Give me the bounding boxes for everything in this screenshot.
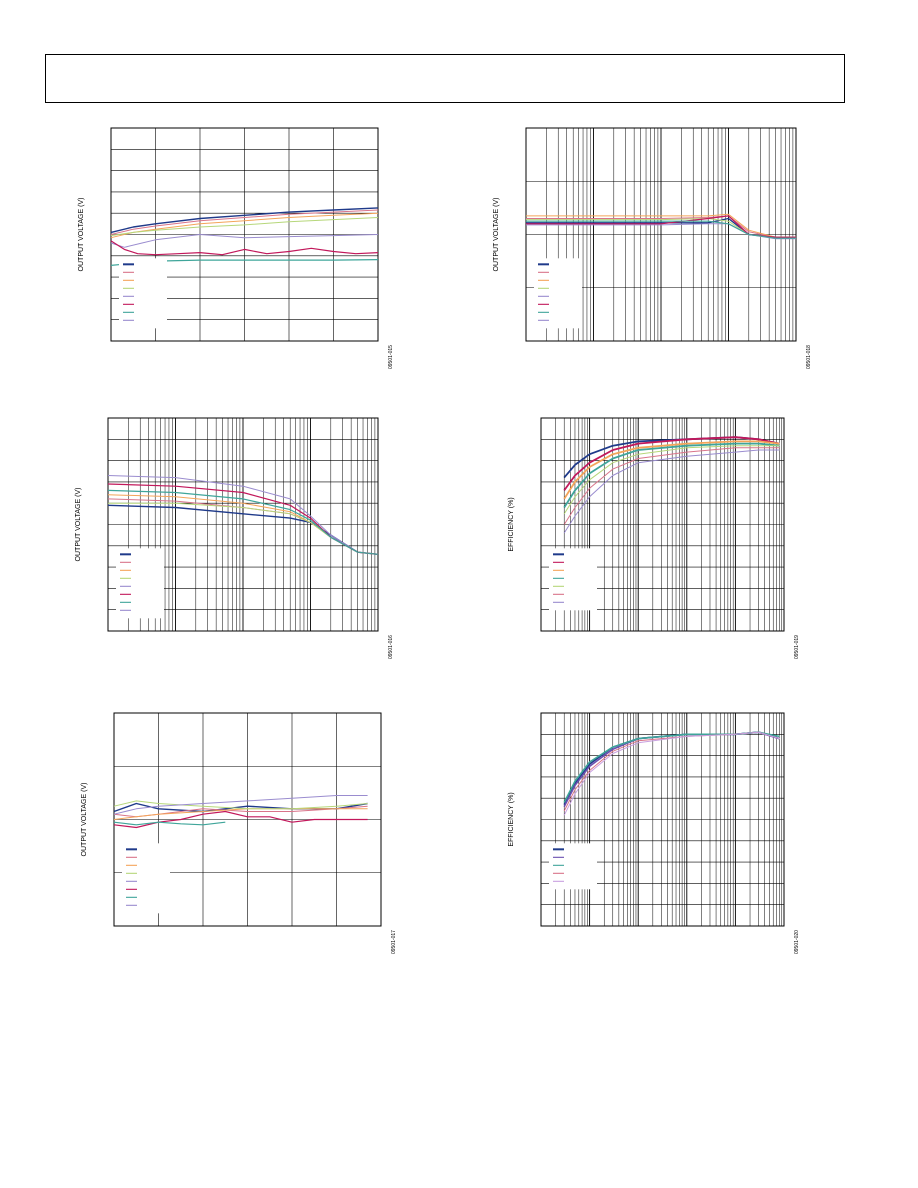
legend (116, 548, 164, 619)
series-line-6 (563, 447, 780, 525)
series-line-6 (526, 215, 796, 238)
figure-id: 09501-018 (806, 345, 812, 369)
series-line-2 (110, 209, 379, 235)
series-line-6 (110, 240, 379, 256)
series-line-3 (526, 213, 796, 238)
series-line-3 (113, 808, 368, 820)
figure-id: 09501-015 (388, 345, 394, 369)
y-axis-label: OUTPUT VOLTAGE (V) (81, 783, 88, 857)
legend-background (116, 548, 164, 619)
chart-output-voltage-3: OUTPUT VOLTAGE (V) 09501-017 (81, 712, 397, 954)
figure-id: 09501-016 (388, 635, 394, 659)
series-line-7 (107, 489, 379, 555)
legend-background (122, 843, 170, 914)
figure-id: 09501-019 (794, 635, 800, 659)
series-line-7 (526, 220, 796, 239)
legend (549, 548, 597, 611)
chart-output-voltage-2: OUTPUT VOLTAGE (V) 09501-016 (75, 417, 394, 659)
y-axis-label: EFFICIENCY (%) (508, 497, 515, 551)
series-line-7 (563, 449, 780, 534)
legend (549, 843, 597, 890)
chart-efficiency-2: EFFICIENCY (%) 09501-020 (508, 712, 800, 954)
series-line-7 (113, 821, 226, 826)
page-header-box (45, 54, 845, 103)
figure-id: 09501-017 (391, 930, 397, 954)
chart-output-voltage-1: OUTPUT VOLTAGE (V) 09501-015 (78, 127, 394, 369)
series-line-5 (563, 445, 780, 515)
series-line-4 (110, 217, 379, 237)
series-line-1 (110, 207, 379, 234)
chart-output-voltage-4: OUTPUT VOLTAGE (V) 09501-018 (493, 127, 812, 369)
series-line-4 (563, 442, 780, 508)
series-line-5 (110, 234, 379, 248)
y-axis-label: OUTPUT VOLTAGE (V) (493, 198, 500, 272)
series-line-5 (113, 795, 368, 815)
figure-id: 09501-020 (794, 930, 800, 954)
legend-background (549, 548, 597, 611)
series-line-2 (563, 436, 780, 491)
series-line-5 (563, 731, 780, 816)
legend-background (119, 258, 167, 329)
legend (534, 258, 582, 329)
legend (119, 258, 167, 329)
chart-efficiency-1: EFFICIENCY (%) 09501-019 (508, 417, 800, 659)
series-line-4 (113, 800, 368, 810)
series-line-3 (563, 440, 780, 500)
y-axis-label: OUTPUT VOLTAGE (V) (75, 488, 82, 562)
legend-background (534, 258, 582, 329)
y-axis-label: OUTPUT VOLTAGE (V) (78, 198, 85, 272)
y-axis-label: EFFICIENCY (%) (508, 792, 515, 846)
legend (122, 843, 170, 914)
